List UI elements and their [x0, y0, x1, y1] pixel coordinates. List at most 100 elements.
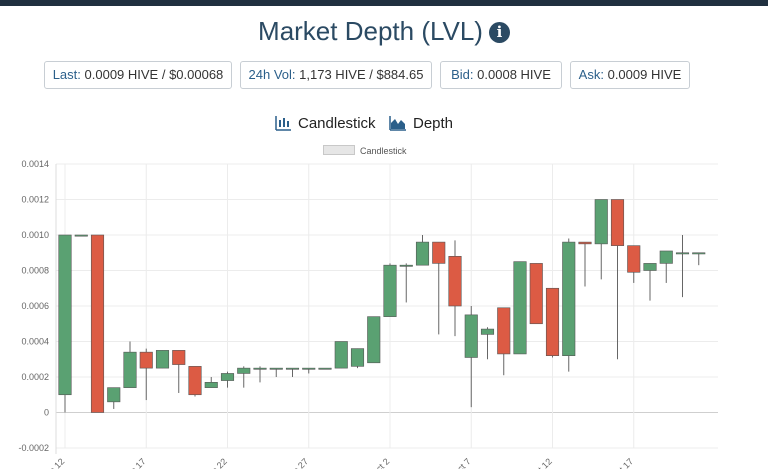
- candle: [659, 250, 673, 283]
- stat-value: 0.0008 HIVE: [477, 67, 551, 82]
- candle-body: [204, 382, 218, 388]
- candle: [139, 348, 153, 401]
- depth-area-icon: [389, 116, 406, 131]
- candle-body: [480, 328, 495, 335]
- candle-body: [269, 367, 283, 370]
- candle: [415, 235, 430, 266]
- market-stats: Last: 0.0009 HIVE / $0.00068 24h Vol: 1,…: [0, 61, 768, 89]
- y-tick-label: 0.0012: [21, 195, 49, 205]
- y-tick-label: 0.0002: [21, 372, 49, 382]
- candle-body: [367, 316, 381, 364]
- top-navbar: [0, 0, 768, 6]
- x-tick-label: Oct 7: [450, 456, 472, 469]
- info-icon[interactable]: i: [488, 22, 510, 43]
- stat-value: 1,173 HIVE / $884.65: [299, 67, 424, 82]
- candle-body: [659, 250, 673, 264]
- ask-stat: Ask: 0.0009 HIVE: [570, 61, 690, 89]
- y-tick-label: 0.0014: [21, 159, 49, 169]
- x-tick-label: p 12: [47, 456, 66, 469]
- bid-stat: Bid: 0.0008 HIVE: [440, 61, 562, 89]
- candle: [578, 241, 592, 287]
- candle: [188, 366, 202, 397]
- x-tick-label: p 22: [209, 456, 228, 469]
- candle-body: [399, 264, 413, 267]
- candle-body: [513, 261, 527, 355]
- tab-label: Candlestick: [298, 115, 376, 132]
- x-tick-label: p 27: [291, 456, 310, 469]
- candle: [90, 234, 105, 413]
- candle-body: [594, 199, 608, 245]
- candle: [253, 366, 267, 383]
- tab-depth[interactable]: Depth: [389, 113, 453, 135]
- candle: [123, 341, 137, 388]
- candle: [58, 234, 72, 413]
- stat-value: 0.0009 HIVE: [607, 67, 682, 82]
- y-axis: -0.0002 0 0.0002 0.0004 0.0006 0.0008 0.0010 0.…: [18, 159, 57, 454]
- stat-key: 24h Vol:: [248, 67, 296, 82]
- x-tick-label: p 17: [128, 456, 147, 469]
- candle: [383, 263, 397, 317]
- candle: [318, 367, 332, 370]
- candle: [480, 327, 495, 360]
- candle-body: [350, 348, 365, 367]
- tab-candlestick[interactable]: Candlestick: [275, 113, 376, 135]
- candle-body: [139, 351, 153, 369]
- candle-body: [334, 341, 348, 369]
- candle-body: [253, 367, 267, 370]
- candle-body: [432, 241, 446, 264]
- candle-body: [155, 350, 170, 369]
- y-tick-label: 0.0006: [21, 301, 49, 311]
- candlestick-chart[interactable]: -0.0002 0 0.0002 0.0004 0.0006 0.0008 0.0010 0.…: [0, 150, 768, 469]
- volume-stat: 24h Vol: 1,173 HIVE / $884.65: [240, 61, 432, 89]
- candle: [432, 241, 446, 335]
- candle: [107, 387, 121, 409]
- candle: [545, 287, 560, 358]
- candle: [464, 306, 478, 408]
- y-tick-label: 0: [44, 408, 49, 418]
- candle-body: [415, 241, 430, 266]
- candle: [74, 234, 88, 237]
- candle-body: [610, 199, 625, 246]
- candle-body: [237, 367, 251, 374]
- candle: [399, 263, 413, 303]
- candle: [350, 348, 365, 369]
- y-tick-label: 0.0010: [21, 230, 49, 240]
- candlestick-icon: [275, 116, 291, 131]
- candle-body: [529, 263, 543, 325]
- candle-body: [545, 287, 560, 356]
- candle: [562, 238, 576, 372]
- candle: [529, 263, 543, 325]
- candle-body: [123, 351, 137, 388]
- chart-legend[interactable]: Candlestick: [323, 145, 407, 157]
- candle-body: [675, 252, 690, 255]
- candle-body: [318, 367, 332, 370]
- candle: [367, 316, 381, 364]
- candle-body: [383, 264, 397, 317]
- x-tick-label: ct 12: [533, 456, 554, 469]
- candle: [692, 252, 706, 266]
- candle-body: [107, 387, 121, 403]
- candle: [334, 341, 348, 369]
- page-title: Market Depth (LVL) i: [0, 16, 768, 47]
- candle: [220, 371, 235, 388]
- y-tick-label: 0.0008: [21, 266, 49, 276]
- x-tick-label: ct 17: [614, 456, 635, 469]
- candle-body: [643, 263, 657, 271]
- candle: [513, 261, 527, 355]
- candle: [269, 367, 283, 377]
- candles: [58, 199, 706, 413]
- candle: [448, 240, 462, 337]
- candle-body: [302, 367, 316, 370]
- candle: [285, 367, 300, 377]
- stat-value: 0.0009 HIVE / $0.00068: [84, 67, 224, 82]
- x-tick-label: Oct 2: [369, 456, 391, 469]
- x-axis: p 12 p 17 p 22 p 27 Oct 2 Oct 7 ct 12 ct 17: [47, 456, 635, 469]
- candle-body: [497, 307, 511, 355]
- candle-body: [74, 234, 88, 237]
- candle: [155, 350, 170, 369]
- y-tick-label: -0.0002: [18, 443, 49, 453]
- candle-body: [188, 366, 202, 396]
- candle: [497, 307, 511, 376]
- candle-body: [172, 350, 186, 365]
- candle: [627, 245, 641, 283]
